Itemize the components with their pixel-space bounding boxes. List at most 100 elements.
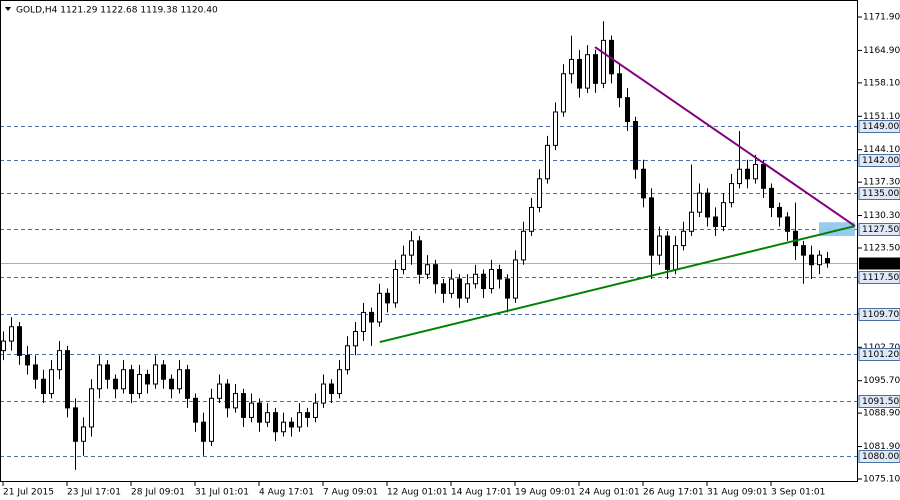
y-tick-label: 1123.50 <box>863 243 900 253</box>
level-label: 1142.00 <box>862 156 899 166</box>
candle-body <box>697 192 702 213</box>
candle-body <box>65 350 70 409</box>
level-label: 1101.20 <box>862 350 899 360</box>
x-tick-label: 7 Aug 09:01 <box>323 488 378 498</box>
candle-body <box>537 178 542 208</box>
last-price-label: 1120.40 <box>862 259 899 269</box>
candle-body <box>601 39 606 84</box>
candle-body <box>617 73 622 99</box>
candle-body <box>265 412 270 423</box>
candle-body <box>449 278 454 294</box>
candle-body <box>529 206 534 232</box>
level-label-box <box>858 450 900 463</box>
y-tick-label: 1130.30 <box>863 211 900 221</box>
level-label-box <box>858 187 900 200</box>
candle-body <box>345 345 350 371</box>
level-label-box <box>858 348 900 361</box>
level-label-box <box>858 271 900 284</box>
level-label-box <box>858 223 900 236</box>
level-label-box <box>858 395 900 408</box>
candle-body <box>73 407 78 442</box>
y-tick-label: 1075.10 <box>863 474 900 484</box>
x-tick-label: 4 Aug 17:01 <box>259 488 314 498</box>
candle-body <box>489 268 494 290</box>
candle-body <box>385 292 390 304</box>
x-tick-label: 31 Aug 09:01 <box>707 488 768 498</box>
candle-body <box>721 202 726 228</box>
candle-body <box>777 206 782 218</box>
candle-body <box>313 402 318 418</box>
candle-body <box>633 121 638 170</box>
candle-body <box>329 383 334 395</box>
y-tick-label: 1164.90 <box>863 46 900 56</box>
candle-body <box>593 54 598 84</box>
candle-body <box>713 216 718 228</box>
candle-body <box>505 278 510 299</box>
candle-body <box>393 268 398 304</box>
candle-body <box>377 292 382 323</box>
candle-body <box>665 235 670 270</box>
candle-body <box>769 187 774 208</box>
candle-body <box>649 197 654 256</box>
x-tick-label: 31 Jul 01:01 <box>195 488 249 498</box>
candle-body <box>305 412 310 418</box>
candle-body <box>209 397 214 442</box>
plot-area <box>0 21 858 470</box>
candle-body <box>417 240 422 275</box>
candle-body <box>281 421 286 433</box>
y-tick-label: 1151.10 <box>863 112 900 122</box>
candle-body <box>545 144 550 180</box>
candle-body <box>193 397 198 423</box>
level-label: 1117.50 <box>862 273 899 283</box>
candle-body <box>753 163 758 180</box>
candle-body <box>657 235 662 256</box>
candle-body <box>441 283 446 294</box>
y-tick-label: 1137.30 <box>863 178 900 188</box>
candle-body <box>497 268 502 280</box>
x-tick-label: 24 Aug 01:01 <box>579 488 640 498</box>
candle-body <box>513 259 518 299</box>
level-label: 1127.50 <box>862 225 899 235</box>
candle-body <box>481 273 486 290</box>
level-label: 1135.00 <box>862 189 899 199</box>
level-label-box <box>858 120 900 133</box>
candle-body <box>817 254 822 266</box>
level-label-box <box>858 308 900 321</box>
candle-body <box>465 283 470 299</box>
y-tick-label: 1095.70 <box>863 376 900 386</box>
x-tick-label: 28 Jul 09:01 <box>131 488 185 498</box>
trendline <box>379 225 856 343</box>
level-label-box <box>858 154 900 167</box>
candle-body <box>745 168 750 180</box>
candle-body <box>705 192 710 218</box>
level-label: 1091.50 <box>862 397 899 407</box>
x-tick-label: 19 Aug 09:01 <box>515 488 576 498</box>
candle-body <box>361 311 366 333</box>
candle-body <box>289 421 294 428</box>
plot-frame <box>0 0 858 482</box>
menu-arrow <box>5 7 11 11</box>
candle-body <box>41 378 46 395</box>
candle-body <box>25 354 30 366</box>
candle-body <box>569 58 574 75</box>
level-label: 1149.00 <box>862 122 899 132</box>
candle-body <box>97 364 102 390</box>
candle-body <box>49 369 54 395</box>
candle-body <box>161 364 166 380</box>
candle-body <box>121 369 126 390</box>
candle-body <box>249 402 254 418</box>
y-tick-label: 1158.10 <box>863 78 900 88</box>
candle-body <box>201 421 206 442</box>
candle-body <box>145 373 150 385</box>
candle-body <box>561 73 566 113</box>
candle-body <box>681 230 686 247</box>
x-tick-label: 12 Aug 01:01 <box>387 488 448 498</box>
candle-body <box>473 273 478 285</box>
candle-body <box>89 388 94 428</box>
candle-body <box>577 58 582 89</box>
candle-body <box>585 54 590 89</box>
x-tick-label: 26 Aug 17:01 <box>643 488 704 498</box>
candle-body <box>401 254 406 270</box>
candle-body <box>57 350 62 371</box>
level-label: 1109.70 <box>862 310 899 320</box>
